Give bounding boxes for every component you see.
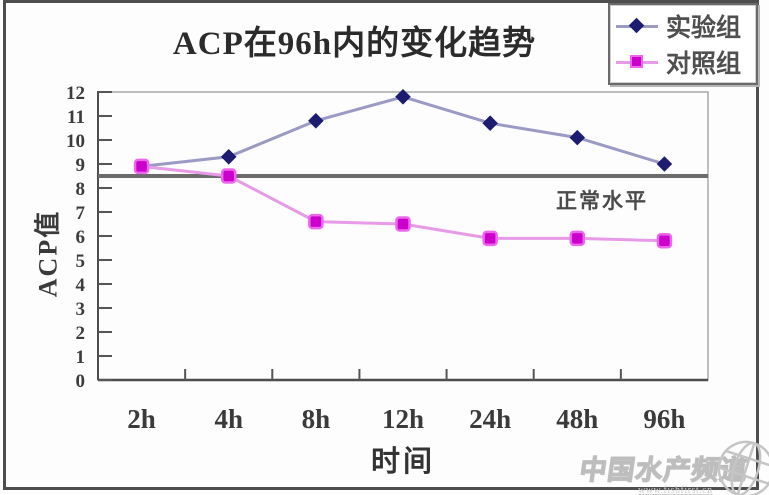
y-tick-label: 3 bbox=[76, 299, 86, 320]
data-point-marker bbox=[482, 230, 498, 247]
x-tick-label: 8h bbox=[302, 404, 331, 434]
legend-label-control: 对照组 bbox=[666, 51, 742, 78]
legend: 实验组 对照组 bbox=[608, 3, 758, 85]
plot-border bbox=[97, 91, 709, 381]
y-axis-title: ACP值 bbox=[33, 209, 63, 298]
x-tick-label: 24h bbox=[469, 404, 511, 434]
data-point-marker bbox=[395, 216, 411, 232]
data-point-marker bbox=[220, 149, 237, 165]
x-axis-title: 时间 bbox=[370, 446, 435, 478]
x-tick-label: 48h bbox=[556, 404, 598, 434]
chart-title: ACP在96h内的变化趋势 bbox=[172, 26, 537, 62]
data-point-marker bbox=[569, 129, 586, 146]
data-point-marker bbox=[133, 158, 150, 175]
data-point-marker bbox=[220, 168, 237, 184]
y-tick-label: 5 bbox=[76, 251, 86, 272]
data-point-marker bbox=[308, 113, 324, 129]
y-tick-label: 11 bbox=[67, 107, 85, 128]
y-tick-label: 7 bbox=[76, 203, 86, 224]
y-tick-label: 9 bbox=[76, 155, 86, 176]
watermark: 中国水产频道 www.fishfirst.cn bbox=[577, 440, 769, 495]
y-tick-label: 0 bbox=[76, 371, 86, 392]
y-tick-label: 12 bbox=[66, 83, 85, 104]
data-point-marker bbox=[569, 230, 586, 247]
square-marker-icon bbox=[616, 54, 658, 70]
data-point-marker bbox=[308, 213, 324, 230]
x-tick-label: 12h bbox=[382, 404, 424, 434]
y-tick-label: 2 bbox=[76, 323, 86, 344]
watermark-url: www.fishfirst.cn bbox=[638, 485, 713, 495]
y-tick-label: 4 bbox=[76, 275, 86, 296]
data-point-marker bbox=[482, 115, 498, 131]
legend-item-control: 对照组 bbox=[616, 45, 750, 79]
reference-line-label: 正常水平 bbox=[556, 189, 648, 213]
diamond-marker-icon bbox=[616, 17, 658, 34]
data-point-marker bbox=[656, 233, 673, 249]
series-line-0 bbox=[141, 95, 665, 168]
legend-label-experimental: 实验组 bbox=[666, 15, 742, 42]
y-tick-label: 10 bbox=[66, 131, 85, 152]
y-tick-label: 8 bbox=[76, 179, 86, 200]
data-point-marker bbox=[656, 156, 673, 172]
x-tick-label: 96h bbox=[643, 404, 685, 434]
x-tick-label: 4h bbox=[214, 404, 243, 434]
x-tick-label: 2h bbox=[127, 404, 156, 434]
y-tick-label: 6 bbox=[76, 227, 86, 248]
globe-icon bbox=[717, 440, 769, 495]
y-tick-label: 1 bbox=[76, 347, 86, 368]
legend-item-experimental: 实验组 bbox=[616, 9, 750, 43]
